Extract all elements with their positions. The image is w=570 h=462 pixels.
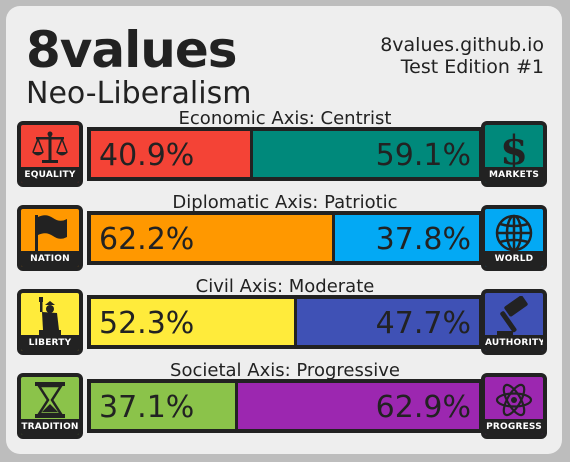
societal-bar: 37.1% 62.9%: [87, 379, 483, 433]
authority-icon-box: AUTHORITY: [481, 289, 547, 355]
site-info: 8values.github.io Test Edition #1: [380, 34, 544, 78]
statue-of-liberty-icon: [39, 297, 61, 335]
markets-bar-segment: 59.1%: [249, 131, 479, 177]
atom-icon: [495, 383, 533, 417]
gavel-icon: [497, 296, 528, 335]
svg-text:$: $: [500, 128, 528, 170]
site-url: 8values.github.io: [380, 34, 544, 56]
dollar-icon: $: [500, 128, 528, 170]
globe-icon: [495, 214, 533, 252]
equality-label: EQUALITY: [21, 167, 79, 183]
ideology-result: Neo-Liberalism: [26, 76, 252, 111]
nation-percent: 62.2%: [99, 222, 195, 257]
progress-label: PROGRESS: [485, 419, 543, 435]
flag-icon: [35, 215, 67, 251]
world-label: WORLD: [485, 251, 543, 267]
progress-bar-segment: 62.9%: [234, 383, 479, 429]
tradition-label: TRADITION: [21, 419, 79, 435]
liberty-label: LIBERTY: [21, 335, 79, 351]
civil-bar: 52.3% 47.7%: [87, 295, 483, 349]
world-icon-box: WORLD: [481, 205, 547, 271]
markets-label: MARKETS: [485, 167, 543, 183]
markets-percent: 59.1%: [375, 138, 471, 173]
diplomatic-bar: 62.2% 37.8%: [87, 211, 483, 265]
authority-percent: 47.7%: [375, 306, 471, 341]
hourglass-icon: [35, 382, 65, 418]
liberty-icon-box: LIBERTY: [17, 289, 83, 355]
authority-bar-segment: 47.7%: [293, 299, 479, 345]
economic-bar: 40.9% 59.1%: [87, 127, 483, 181]
civil-axis-label: Civil Axis: Moderate: [195, 276, 375, 297]
equality-icon-box: EQUALITY: [17, 121, 83, 187]
societal-axis-label: Societal Axis: Progressive: [170, 360, 400, 381]
markets-icon-box: $ MARKETS: [481, 121, 547, 187]
progress-percent: 62.9%: [375, 390, 471, 425]
app-title: 8values: [26, 21, 238, 79]
liberty-bar-segment: 52.3%: [91, 299, 294, 345]
tradition-bar-segment: 37.1%: [91, 383, 235, 429]
equality-bar-segment: 40.9%: [91, 131, 250, 177]
nation-label: NATION: [21, 251, 79, 267]
world-bar-segment: 37.8%: [332, 215, 479, 261]
liberty-percent: 52.3%: [99, 306, 195, 341]
tradition-icon-box: TRADITION: [17, 373, 83, 439]
nation-bar-segment: 62.2%: [91, 215, 333, 261]
world-percent: 37.8%: [375, 222, 471, 257]
economic-axis-label: Economic Axis: Centrist: [178, 108, 392, 129]
progress-icon-box: PROGRESS: [481, 373, 547, 439]
scales-icon: [32, 131, 68, 163]
edition-label: Test Edition #1: [400, 56, 544, 78]
equality-percent: 40.9%: [99, 138, 195, 173]
diplomatic-axis-label: Diplomatic Axis: Patriotic: [172, 192, 398, 213]
tradition-percent: 37.1%: [99, 390, 195, 425]
authority-label: AUTHORITY: [485, 335, 543, 351]
nation-icon-box: NATION: [17, 205, 83, 271]
